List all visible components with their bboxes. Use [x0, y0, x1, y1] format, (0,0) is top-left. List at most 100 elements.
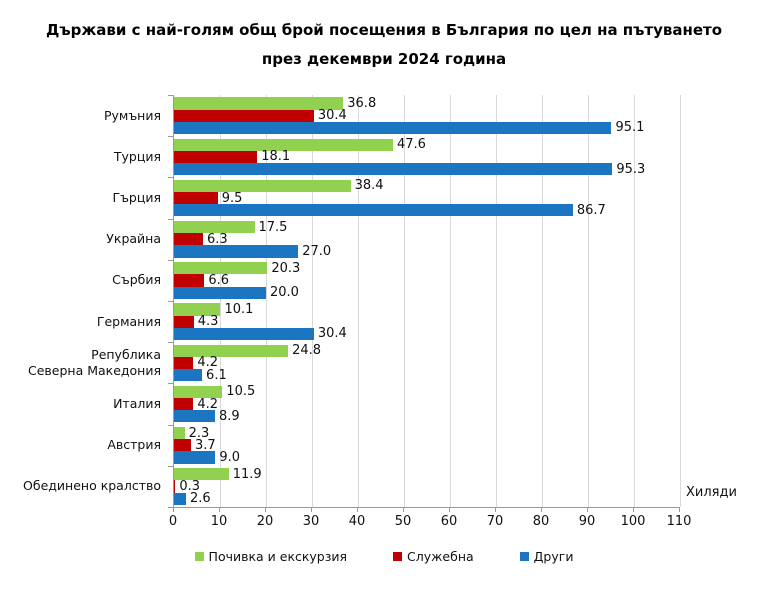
value-label: 10.1	[224, 301, 254, 317]
category-label: Румъния	[103, 107, 161, 123]
x-axis-tick-mark	[310, 507, 312, 512]
y-axis-tick-mark	[168, 177, 173, 179]
x-axis-tick-mark	[586, 507, 588, 512]
bar	[174, 398, 194, 411]
bar	[174, 315, 194, 328]
category-label: Австрия	[107, 437, 161, 453]
x-tick-label: 40	[348, 514, 366, 529]
gridline	[265, 95, 267, 507]
y-axis-tick-mark	[168, 342, 173, 344]
bar	[174, 138, 393, 151]
y-axis-tick-mark	[168, 218, 173, 220]
x-axis-tick-mark	[402, 507, 404, 512]
category-label: Италия	[113, 395, 161, 411]
gridline	[633, 95, 635, 507]
y-axis-tick-mark	[168, 301, 173, 302]
value-label: 18.1	[261, 149, 291, 165]
bar	[174, 480, 176, 493]
legend-swatch	[519, 552, 529, 561]
bar	[174, 233, 203, 246]
y-axis-category-labels: Румъния Турция Гърция Украйна Сърбия Германия…	[0, 95, 167, 507]
value-label: 3.7	[195, 437, 216, 453]
value-label: 17.5	[258, 219, 288, 235]
value-label: 2.3	[188, 425, 210, 441]
x-tick-label: 60	[440, 514, 458, 529]
x-tick-label: 30	[302, 514, 320, 529]
y-axis-tick-mark	[168, 465, 173, 467]
value-label: 24.8	[292, 343, 322, 359]
legend-label: Служебна	[407, 549, 474, 564]
bar	[174, 303, 221, 316]
bar	[174, 97, 344, 110]
bar	[174, 385, 223, 398]
bar	[174, 492, 186, 505]
x-tick-label: 110	[666, 514, 692, 529]
value-label: 95.3	[616, 161, 646, 177]
bar	[174, 286, 266, 299]
bar	[174, 274, 205, 287]
bar	[174, 192, 218, 205]
value-label: 36.8	[347, 95, 377, 111]
y-axis-tick-mark	[168, 424, 173, 426]
bar	[174, 204, 573, 217]
bar	[174, 427, 185, 440]
bar	[174, 121, 612, 134]
value-label: 9.0	[219, 449, 241, 465]
x-tick-label: 80	[532, 514, 550, 529]
y-axis-tick-mark	[168, 383, 173, 385]
value-label: 20.3	[271, 260, 301, 276]
category-label: Република Северна Македония	[27, 346, 161, 378]
legend: Почивка и екскурзия Служебна Други	[0, 549, 768, 564]
x-axis-tick-mark	[494, 507, 496, 512]
x-axis-tick-mark	[448, 507, 450, 512]
value-label: 47.6	[396, 137, 426, 153]
x-axis-tick-mark	[540, 507, 542, 512]
legend-swatch	[393, 552, 403, 561]
value-label: 86.7	[576, 202, 606, 218]
bar	[174, 369, 203, 382]
x-tick-label: 90	[578, 514, 596, 529]
legend-item: Други	[519, 549, 574, 564]
bar	[174, 179, 351, 192]
y-axis-tick-mark	[168, 259, 173, 261]
category-label: Германия	[96, 313, 161, 329]
x-axis-tick-mark	[678, 507, 680, 512]
value-label: 6.6	[208, 272, 230, 288]
value-label: 4.2	[197, 355, 218, 371]
category-label: Турция	[113, 148, 161, 164]
legend-item: Служебна	[393, 549, 474, 564]
bar	[174, 439, 192, 452]
gridline	[219, 95, 221, 507]
chart-title-line-2: през декември 2024 година	[261, 50, 507, 68]
y-axis-tick-mark	[168, 136, 173, 138]
x-axis-tick-mark	[632, 507, 634, 512]
category-label: Сърбия	[112, 272, 161, 288]
x-axis-tick-mark	[356, 507, 358, 512]
bar	[174, 344, 289, 357]
legend-label: Други	[533, 549, 574, 564]
value-label: 20.0	[270, 285, 299, 301]
x-axis-tick-mark	[218, 507, 220, 512]
legend-label: Почивка и екскурзия	[208, 549, 348, 564]
gridline	[541, 95, 543, 507]
x-tick-label: 50	[394, 514, 412, 529]
category-label: Гърция	[112, 189, 161, 205]
value-label: 6.1	[206, 367, 227, 383]
bar	[174, 451, 216, 464]
gridline	[449, 95, 451, 507]
bar	[174, 109, 314, 122]
bar	[174, 468, 229, 481]
category-label: Украйна	[106, 231, 161, 247]
value-label: 9.5	[221, 190, 243, 206]
value-label: 6.3	[206, 231, 228, 247]
bar	[174, 262, 268, 275]
x-tick-label: 0	[168, 514, 178, 529]
x-axis-unit-label: Хиляди	[686, 485, 737, 500]
bar	[174, 245, 299, 258]
value-label: 27.0	[302, 243, 332, 259]
legend-item: Почивка и екскурзия	[194, 549, 348, 564]
value-label: 4.2	[197, 396, 218, 412]
x-tick-label: 10	[210, 514, 228, 529]
value-label: 30.4	[317, 326, 347, 342]
